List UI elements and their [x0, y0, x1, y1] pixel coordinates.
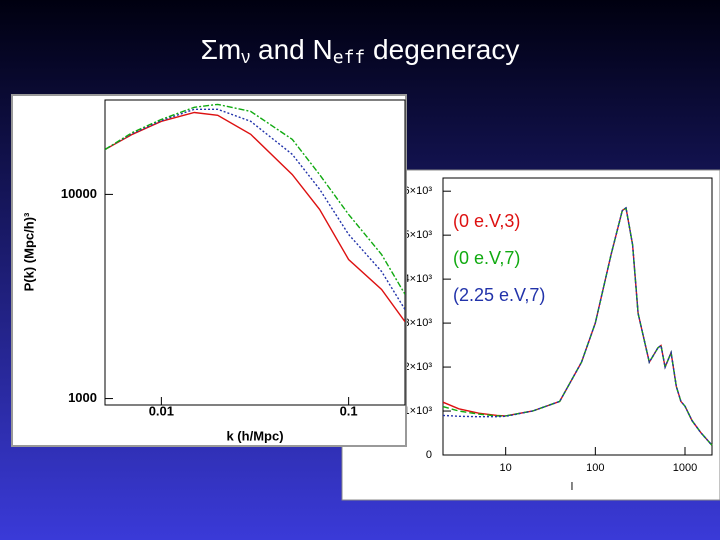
- x-tick-label: 0.01: [149, 403, 174, 418]
- title-part: Σm: [201, 34, 242, 65]
- x-tick-label: 0.1: [340, 403, 358, 418]
- legend-entry: (0 e.V,7): [453, 248, 520, 268]
- series-line: [105, 103, 405, 295]
- title-part: and N: [250, 34, 333, 65]
- plot-frame: [104, 99, 406, 406]
- plot-frame: [442, 177, 713, 456]
- pk-panel: 0.01 0.1 1000 10000 k (h/Mpc) P(k) (Mpc/h)³: [11, 94, 407, 447]
- y-tick-label: 3×10³: [404, 317, 433, 329]
- y-tick-label: 10000: [61, 186, 97, 201]
- legend-entry: (2.25 e.V,7): [453, 285, 545, 305]
- y-tick-label: 0: [426, 449, 432, 461]
- y-tick-label: 1000: [68, 390, 97, 405]
- x-axis-label: l: [571, 481, 573, 493]
- series-line: [105, 111, 405, 323]
- slide-title: Σmν and Neff degeneracy: [201, 34, 520, 68]
- y-tick-label: 5×10³: [404, 229, 433, 241]
- y-tick-label: 2×10³: [404, 361, 433, 373]
- title-part: degeneracy: [365, 34, 519, 65]
- series-line: [443, 206, 713, 446]
- x-tick-label: 1000: [673, 462, 697, 474]
- x-axis-label: k (h/Mpc): [226, 428, 283, 443]
- series-line: [105, 108, 405, 310]
- y-tick-label: 1×10³: [404, 405, 433, 417]
- x-tick-label: 10: [500, 462, 512, 474]
- title-sub: ν: [241, 47, 250, 67]
- x-tick-label: 100: [586, 462, 604, 474]
- title-sub: eff: [333, 47, 366, 68]
- y-tick-label: 6×10³: [404, 185, 433, 197]
- y-tick-label: 4×10³: [404, 273, 433, 285]
- panel-bg: [11, 94, 407, 447]
- legend-entry: (0 e.V,3): [453, 211, 520, 231]
- y-axis-label: P(k) (Mpc/h)³: [21, 212, 36, 291]
